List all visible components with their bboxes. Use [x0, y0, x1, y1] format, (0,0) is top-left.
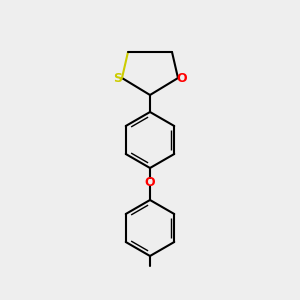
Text: O: O	[145, 176, 155, 188]
Text: O: O	[177, 71, 187, 85]
Text: S: S	[113, 71, 122, 85]
